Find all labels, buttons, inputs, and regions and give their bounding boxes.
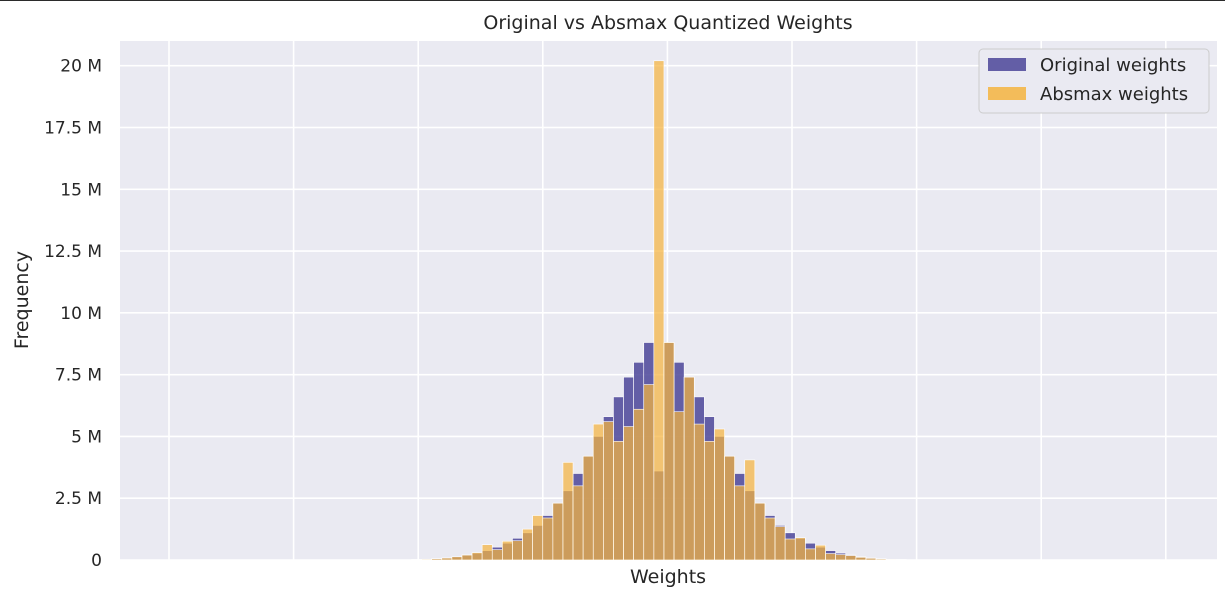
absmax-weights-bar — [744, 459, 756, 561]
absmax-weights-bars — [411, 60, 907, 561]
y-tick-label: 0 — [91, 551, 102, 571]
absmax-weights-bar — [774, 526, 786, 561]
absmax-weights-bar — [764, 517, 776, 561]
y-tick-label: 5 M — [71, 427, 102, 447]
legend-label-original: Original weights — [1040, 55, 1186, 76]
absmax-weights-bar — [865, 557, 877, 561]
absmax-weights-bar — [653, 60, 665, 561]
absmax-weights-bar — [552, 502, 564, 561]
absmax-weights-bar — [542, 517, 554, 561]
y-axis-label: Frequency — [11, 251, 33, 349]
absmax-weights-bar — [421, 558, 432, 561]
absmax-weights-bar — [784, 538, 796, 561]
absmax-weights-bar — [603, 421, 614, 561]
x-axis-label: Weights — [630, 566, 706, 588]
absmax-weights-bar — [643, 384, 655, 561]
y-tick-label: 17.5 M — [44, 119, 102, 139]
legend: Original weights Absmax weights — [978, 48, 1210, 114]
legend-swatch-absmax — [988, 87, 1026, 100]
absmax-weights-bar — [734, 485, 746, 561]
absmax-weights-bar — [613, 441, 624, 561]
absmax-weights-bar — [754, 502, 766, 561]
absmax-weights-bar — [825, 553, 836, 561]
absmax-weights-bar — [724, 455, 735, 561]
absmax-weights-bar — [855, 556, 867, 561]
y-tick-label: 20 M — [60, 57, 102, 77]
y-tick-label: 12.5 M — [44, 242, 102, 262]
absmax-weights-bar — [512, 540, 523, 561]
absmax-weights-bar — [562, 462, 574, 561]
absmax-weights-bar — [794, 537, 806, 561]
absmax-weights-bar — [673, 411, 685, 561]
absmax-weights-bar — [845, 555, 857, 561]
absmax-weights-bar — [592, 423, 604, 561]
absmax-weights-bar — [532, 515, 544, 561]
y-axis-ticks: 0 2.5 M 5 M 7.5 M 10 M 12.5 M 15 M 17.5 M 20 M — [44, 57, 102, 571]
absmax-weights-bar — [663, 342, 675, 561]
absmax-weights-bar — [714, 428, 725, 561]
absmax-weights-bar — [471, 552, 483, 561]
legend-swatch-original — [988, 58, 1026, 71]
absmax-weights-bar — [885, 559, 897, 561]
absmax-weights-bar — [461, 554, 473, 561]
y-tick-label: 2.5 M — [55, 489, 102, 509]
absmax-weights-bar — [572, 485, 584, 561]
absmax-weights-bar — [704, 441, 715, 561]
y-tick-label: 15 M — [60, 180, 102, 200]
grid-lines — [120, 41, 1217, 561]
absmax-weights-bar — [491, 549, 503, 561]
y-tick-label: 10 M — [60, 304, 102, 324]
absmax-weights-bar — [815, 544, 826, 561]
y-tick-label: 7.5 M — [55, 366, 102, 386]
absmax-weights-bar — [582, 455, 594, 561]
absmax-weights-bar — [431, 558, 443, 561]
absmax-weights-bar — [683, 376, 695, 561]
absmax-weights-bar — [805, 548, 816, 561]
absmax-weights-bar — [835, 554, 847, 561]
absmax-weights-bar — [693, 423, 705, 561]
absmax-weights-bar — [502, 540, 513, 561]
absmax-weights-bar — [633, 408, 645, 561]
legend-label-absmax: Absmax weights — [1040, 84, 1188, 105]
chart-title: Original vs Absmax Quantized Weights — [483, 12, 852, 34]
absmax-weights-bar — [481, 544, 493, 561]
absmax-weights-bar — [623, 426, 634, 561]
legend-box — [978, 48, 1210, 114]
absmax-weights-bar — [441, 557, 453, 561]
absmax-weights-bar — [875, 558, 887, 561]
absmax-weights-bar — [451, 556, 463, 561]
absmax-weights-bar — [522, 528, 533, 561]
